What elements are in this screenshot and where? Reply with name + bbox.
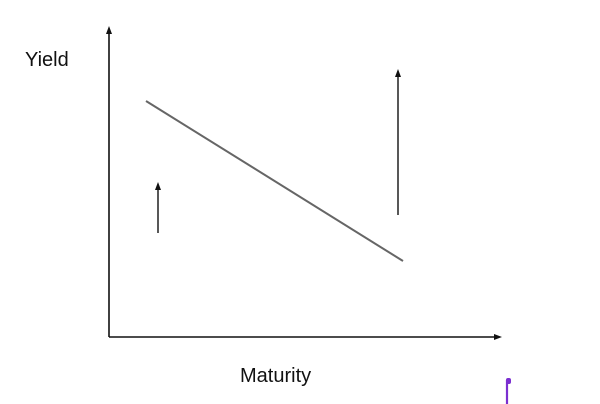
y-axis-label: Yield — [25, 49, 69, 71]
pen-marker-icon — [505, 378, 511, 404]
x-axis-label: Maturity — [240, 365, 312, 387]
yield-curve-line — [145, 100, 404, 262]
